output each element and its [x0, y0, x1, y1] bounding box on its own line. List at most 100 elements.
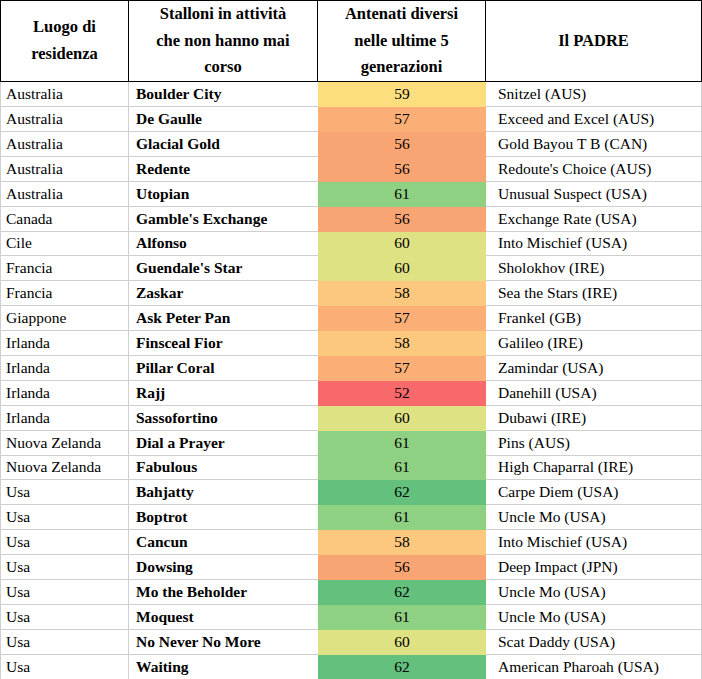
table-row: Usa No Never No More 60 Scat Daddy (USA) — [0, 630, 702, 655]
cell-antenati-value: 58 — [318, 530, 486, 555]
cell-stallone-name: No Never No More — [129, 630, 318, 655]
cell-luogo-di-residenza: Australia — [0, 182, 129, 207]
cell-stallone-name: Guendale's Star — [129, 256, 318, 281]
cell-luogo-di-residenza: Usa — [0, 505, 129, 530]
table-row: Usa Dowsing 56 Deep Impact (JPN) — [0, 555, 702, 580]
cell-stallone-name: Gamble's Exchange — [129, 207, 318, 232]
cell-luogo-di-residenza: Irlanda — [0, 356, 129, 381]
cell-padre-name: High Chaparral (IRE) — [486, 456, 702, 481]
table-row: Usa Boptrot 61 Uncle Mo (USA) — [0, 505, 702, 530]
column-header-luogo-di-residenza: Luogo di residenza — [0, 0, 129, 82]
cell-stallone-name: Dial a Prayer — [129, 431, 318, 456]
cell-padre-name: Gold Bayou T B (CAN) — [486, 132, 702, 157]
cell-antenati-value: 62 — [318, 480, 486, 505]
column-header-antenati-diversi: Antenati diversi nelle ultime 5 generazi… — [318, 0, 486, 82]
table-row: Francia Zaskar 58 Sea the Stars (IRE) — [0, 281, 702, 306]
cell-stallone-name: Waiting — [129, 655, 318, 679]
cell-luogo-di-residenza: Nuova Zelanda — [0, 431, 129, 456]
cell-luogo-di-residenza: Irlanda — [0, 331, 129, 356]
table-row: Australia Redente 56 Redoute's Choice (A… — [0, 157, 702, 182]
cell-antenati-value: 58 — [318, 331, 486, 356]
cell-stallone-name: Rajj — [129, 381, 318, 406]
cell-padre-name: Pins (AUS) — [486, 431, 702, 456]
table-row: Australia Boulder City 59 Snitzel (AUS) — [0, 82, 702, 107]
cell-antenati-value: 57 — [318, 306, 486, 331]
cell-padre-name: Danehill (USA) — [486, 381, 702, 406]
table-row: Usa Cancun 58 Into Mischief (USA) — [0, 530, 702, 555]
column-header-stalloni: Stalloni in attività che non hanno mai c… — [129, 0, 318, 82]
table-header-row: Luogo di residenza Stalloni in attività … — [0, 0, 702, 82]
table-row: Cile Alfonso 60 Into Mischief (USA) — [0, 232, 702, 257]
cell-stallone-name: Utopian — [129, 182, 318, 207]
cell-luogo-di-residenza: Giappone — [0, 306, 129, 331]
table-row: Irlanda Sassofortino 60 Dubawi (IRE) — [0, 406, 702, 431]
cell-stallone-name: Mo the Beholder — [129, 580, 318, 605]
table-row: Usa Moquest 61 Uncle Mo (USA) — [0, 605, 702, 630]
cell-padre-name: Scat Daddy (USA) — [486, 630, 702, 655]
cell-stallone-name: Pillar Coral — [129, 356, 318, 381]
cell-padre-name: Carpe Diem (USA) — [486, 480, 702, 505]
table-row: Australia Glacial Gold 56 Gold Bayou T B… — [0, 132, 702, 157]
cell-antenati-value: 61 — [318, 456, 486, 481]
cell-stallone-name: Glacial Gold — [129, 132, 318, 157]
cell-padre-name: Sholokhov (IRE) — [486, 256, 702, 281]
cell-padre-name: Uncle Mo (USA) — [486, 505, 702, 530]
cell-padre-name: American Pharoah (USA) — [486, 655, 702, 679]
cell-luogo-di-residenza: Australia — [0, 157, 129, 182]
cell-antenati-value: 52 — [318, 381, 486, 406]
cell-antenati-value: 56 — [318, 555, 486, 580]
cell-stallone-name: Alfonso — [129, 232, 318, 257]
cell-stallone-name: Zaskar — [129, 281, 318, 306]
cell-padre-name: Zamindar (USA) — [486, 356, 702, 381]
cell-antenati-value: 61 — [318, 605, 486, 630]
cell-antenati-value: 56 — [318, 207, 486, 232]
table-row: Usa Bahjatty 62 Carpe Diem (USA) — [0, 480, 702, 505]
cell-antenati-value: 56 — [318, 157, 486, 182]
cell-luogo-di-residenza: Usa — [0, 655, 129, 679]
cell-stallone-name: Cancun — [129, 530, 318, 555]
cell-stallone-name: Finsceal Fior — [129, 331, 318, 356]
cell-padre-name: Deep Impact (JPN) — [486, 555, 702, 580]
cell-stallone-name: Bahjatty — [129, 480, 318, 505]
cell-antenati-value: 57 — [318, 356, 486, 381]
cell-luogo-di-residenza: Francia — [0, 256, 129, 281]
cell-antenati-value: 61 — [318, 182, 486, 207]
cell-padre-name: Uncle Mo (USA) — [486, 580, 702, 605]
table-row: Australia De Gaulle 57 Exceed and Excel … — [0, 107, 702, 132]
cell-padre-name: Frankel (GB) — [486, 306, 702, 331]
table-row: Irlanda Pillar Coral 57 Zamindar (USA) — [0, 356, 702, 381]
cell-luogo-di-residenza: Usa — [0, 630, 129, 655]
cell-stallone-name: De Gaulle — [129, 107, 318, 132]
table-row: Francia Guendale's Star 60 Sholokhov (IR… — [0, 256, 702, 281]
cell-stallone-name: Redente — [129, 157, 318, 182]
cell-luogo-di-residenza: Francia — [0, 281, 129, 306]
cell-antenati-value: 61 — [318, 431, 486, 456]
cell-luogo-di-residenza: Nuova Zelanda — [0, 456, 129, 481]
cell-padre-name: Exceed and Excel (AUS) — [486, 107, 702, 132]
cell-stallone-name: Dowsing — [129, 555, 318, 580]
cell-padre-name: Redoute's Choice (AUS) — [486, 157, 702, 182]
cell-luogo-di-residenza: Australia — [0, 132, 129, 157]
cell-stallone-name: Moquest — [129, 605, 318, 630]
stallions-table: Luogo di residenza Stalloni in attività … — [0, 0, 702, 679]
cell-luogo-di-residenza: Usa — [0, 605, 129, 630]
cell-luogo-di-residenza: Usa — [0, 555, 129, 580]
cell-antenati-value: 59 — [318, 82, 486, 107]
cell-luogo-di-residenza: Irlanda — [0, 381, 129, 406]
cell-luogo-di-residenza: Usa — [0, 480, 129, 505]
table-row: Canada Gamble's Exchange 56 Exchange Rat… — [0, 207, 702, 232]
spreadsheet-table-region: Luogo di residenza Stalloni in attività … — [0, 0, 702, 679]
cell-padre-name: Unusual Suspect (USA) — [486, 182, 702, 207]
table-header: Luogo di residenza Stalloni in attività … — [0, 0, 702, 82]
cell-stallone-name: Sassofortino — [129, 406, 318, 431]
cell-stallone-name: Boptrot — [129, 505, 318, 530]
table-row: Giappone Ask Peter Pan 57 Frankel (GB) — [0, 306, 702, 331]
cell-antenati-value: 62 — [318, 580, 486, 605]
cell-luogo-di-residenza: Usa — [0, 530, 129, 555]
table-row: Nuova Zelanda Dial a Prayer 61 Pins (AUS… — [0, 431, 702, 456]
cell-padre-name: Into Mischief (USA) — [486, 232, 702, 257]
cell-antenati-value: 57 — [318, 107, 486, 132]
cell-padre-name: Uncle Mo (USA) — [486, 605, 702, 630]
cell-padre-name: Into Mischief (USA) — [486, 530, 702, 555]
cell-luogo-di-residenza: Irlanda — [0, 406, 129, 431]
